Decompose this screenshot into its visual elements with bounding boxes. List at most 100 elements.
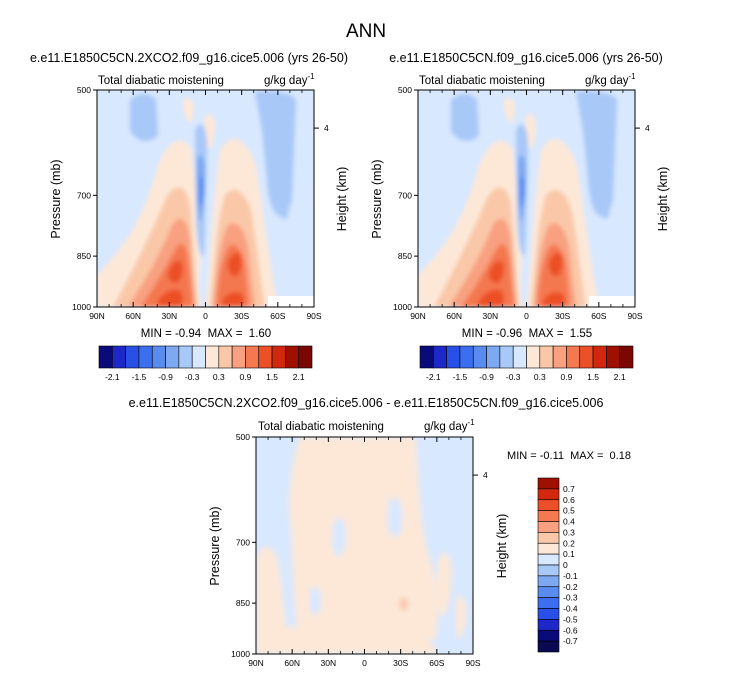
panel-3-colorbar-label: -0.5 bbox=[563, 614, 578, 624]
panel-3-min-max: MIN = -0.11 MAX = 0.18 bbox=[507, 450, 631, 462]
panel-1-colorbar-swatch bbox=[218, 345, 233, 369]
panel-3-x-tick-label: 30N bbox=[321, 658, 337, 668]
panel-1-y2-tick-label: 4 bbox=[324, 123, 329, 133]
panel-1-colorbar-swatch bbox=[258, 345, 273, 369]
panel-1-x-tick-label: 90N bbox=[89, 311, 105, 321]
panel-2-colorbar-swatch bbox=[566, 345, 581, 369]
panel-2-colorbar-label: -1.5 bbox=[453, 372, 468, 382]
panel-3-colorbar-swatch bbox=[537, 510, 560, 522]
panel-1-x-tick-label: 60N bbox=[125, 311, 141, 321]
panel-1-colorbar-swatch bbox=[125, 345, 140, 369]
panel-2-colorbar-swatch bbox=[459, 345, 474, 369]
panel-3-x-tick-label: 90N bbox=[248, 658, 264, 668]
panel-3-x-tick-label: 30S bbox=[393, 658, 408, 668]
panel-2-colorbar-label: 0.3 bbox=[534, 372, 546, 382]
panel-3-colorbar-label: 0.3 bbox=[563, 527, 575, 537]
panel-2-x-tick-label: 90N bbox=[410, 311, 426, 321]
panel-2-axes: 90N 60N 30N 0 30S 60S 90S 500 700 850 1000 4 bbox=[393, 85, 650, 321]
panel-2-min-max: MIN = -0.96 MAX = 1.55 bbox=[462, 328, 592, 340]
panel-2-x-tick-label: 0 bbox=[524, 311, 529, 321]
panel-1-colorbar-swatch bbox=[285, 345, 299, 369]
panel-2-colorbar-swatch bbox=[419, 345, 434, 369]
panel-1-colorbar-swatch bbox=[98, 345, 113, 369]
panel-2-colorbar-label: 0.9 bbox=[561, 372, 573, 382]
panel-3-y-tick-label: 500 bbox=[236, 432, 250, 442]
panel-3-colorbar-swatch bbox=[537, 542, 560, 555]
panel-1-colorbar-swatch bbox=[245, 345, 260, 369]
panel-1-units: g/kg day-1 bbox=[264, 72, 315, 87]
panel-3-colorbar-swatch bbox=[537, 477, 560, 490]
panel-3-colorbar-label: 0 bbox=[563, 560, 568, 570]
panel-1-contour-field bbox=[97, 90, 314, 307]
panel-1-y-axis-label: Pressure (mb) bbox=[49, 159, 63, 238]
panel-3-y2-tick-label: 4 bbox=[483, 470, 488, 480]
panel-3-colorbar-label: -0.4 bbox=[563, 604, 578, 614]
panel-2-colorbar-label: -0.9 bbox=[479, 372, 494, 382]
panel-1-colorbar: -2.1 -1.5 -0.9 -0.3 0.3 0.9 1.5 2.1 bbox=[98, 345, 313, 382]
panel-3-colorbar-swatch bbox=[537, 488, 560, 501]
panel-3-colorbar-swatch bbox=[537, 564, 560, 577]
panel-2-units-base: g/kg day bbox=[585, 75, 629, 87]
panel-1-x-tick-label: 90S bbox=[306, 311, 321, 321]
panel-2-units: g/kg day-1 bbox=[585, 72, 636, 87]
panel-3-units-base: g/kg day bbox=[424, 421, 468, 433]
panel-3-colorbar-label: 0.5 bbox=[563, 506, 575, 516]
panel-2-x-tick-label: 90S bbox=[627, 311, 642, 321]
panel-2-colorbar-swatch bbox=[446, 345, 461, 369]
panel-1-colorbar-swatch bbox=[138, 345, 153, 369]
panel-1-colorbar-label: -0.9 bbox=[158, 372, 173, 382]
panel-2-colorbar-swatch bbox=[472, 345, 487, 369]
panel-3-colorbar-swatch bbox=[537, 597, 560, 609]
panel-2-contour-field bbox=[418, 90, 635, 307]
panel-3-x-tick-label: 90S bbox=[465, 658, 480, 668]
panel-1-y2-axis-label: Height (km) bbox=[335, 167, 349, 232]
panel-1-colorbar-label: 0.9 bbox=[240, 372, 252, 382]
panel-2-colorbar: -2.1 -1.5 -0.9 -0.3 0.3 0.9 1.5 2.1 bbox=[419, 345, 634, 382]
panel-2-y2-axis-label: Height (km) bbox=[656, 167, 670, 232]
panel-1-colorbar-label: -2.1 bbox=[105, 372, 120, 382]
panel-3: e.e11.E1850C5CN.2XCO2.f09_g16.cice5.006 … bbox=[129, 396, 631, 668]
panel-2-colorbar-label: -0.3 bbox=[506, 372, 521, 382]
panel-3-colorbar-swatch bbox=[537, 499, 560, 511]
panel-3-y-axis-label: Pressure (mb) bbox=[208, 506, 222, 585]
panel-3-colorbar-label: -0.6 bbox=[563, 625, 578, 635]
panel-3-colorbar-label: 0.4 bbox=[563, 517, 575, 527]
panel-2-x-tick-label: 30N bbox=[483, 311, 499, 321]
panel-2-x-tick-label: 60S bbox=[591, 311, 606, 321]
panel-2-colorbar-swatch bbox=[433, 345, 447, 369]
panel-3-y2-axis-label: Height (km) bbox=[495, 514, 509, 579]
panel-1-x-tick-label: 0 bbox=[203, 311, 208, 321]
panel-3-colorbar-swatch bbox=[537, 586, 560, 598]
panel-1-colorbar-swatch bbox=[112, 345, 126, 369]
panel-1-y-tick-label: 1000 bbox=[72, 302, 91, 312]
panel-3-colorbar-swatch bbox=[537, 640, 560, 653]
panel-2-y-tick-label: 850 bbox=[398, 251, 412, 261]
panel-1-colorbar-label: -0.3 bbox=[185, 372, 200, 382]
panel-2-y-tick-label: 500 bbox=[398, 85, 412, 95]
panel-1-units-base: g/kg day bbox=[264, 75, 308, 87]
panel-1-units-exp: -1 bbox=[307, 72, 315, 81]
panel-1-x-tick-label: 60S bbox=[270, 311, 285, 321]
figure-title: ANN bbox=[346, 21, 386, 42]
panel-3-colorbar-label: -0.2 bbox=[563, 582, 578, 592]
panel-1-variable-label: Total diabatic moistening bbox=[98, 75, 224, 87]
panel-3-colorbar-label: -0.7 bbox=[563, 636, 578, 646]
panel-3-colorbar-label: -0.1 bbox=[563, 571, 578, 581]
panel-1-title: e.e11.E1850C5CN.2XCO2.f09_g16.cice5.006 … bbox=[30, 51, 348, 65]
panel-3-colorbar-label: 0.1 bbox=[563, 549, 575, 559]
panel-2-colorbar-swatch bbox=[486, 345, 501, 369]
panel-3-x-tick-label: 60S bbox=[429, 658, 444, 668]
panel-2-x-tick-label: 30S bbox=[555, 311, 570, 321]
panel-1-x-tick-label: 30S bbox=[234, 311, 249, 321]
panel-1-colorbar-label: 1.5 bbox=[266, 372, 278, 382]
panel-1-colorbar-swatch bbox=[205, 345, 220, 369]
panel-3-contour-field bbox=[256, 437, 473, 654]
panel-2: e.e11.E1850C5CN.f09_g16.cice5.006 (yrs 2… bbox=[370, 51, 670, 382]
panel-3-colorbar-swatch bbox=[537, 521, 560, 533]
panel-3-y-tick-label: 1000 bbox=[231, 649, 250, 659]
panel-1-colorbar-swatch bbox=[151, 345, 166, 369]
panel-3-colorbar-swatch bbox=[537, 629, 560, 642]
panel-2-colorbar-swatch bbox=[512, 345, 527, 369]
panel-2-variable-label: Total diabatic moistening bbox=[419, 75, 545, 87]
